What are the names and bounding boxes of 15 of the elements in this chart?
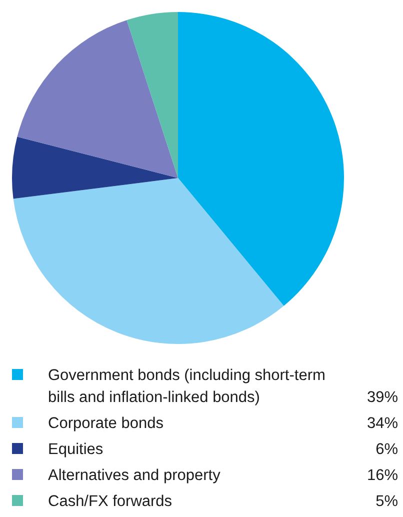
data-label: 16% xyxy=(366,467,398,484)
legend-label: Equities xyxy=(48,441,104,458)
legend-label: Cash/FX forwards xyxy=(48,493,172,510)
legend-label: Corporate bonds xyxy=(48,415,164,432)
data-label: 6% xyxy=(376,441,398,458)
legend-label: Government bonds (including short-term bills and inflation-linked bonds) xyxy=(48,367,326,406)
data-label: 5% xyxy=(376,493,398,510)
data-label: 34% xyxy=(366,415,398,432)
pie-slice xyxy=(13,178,284,344)
legend-label: Alternatives and property xyxy=(48,467,221,484)
pie-slice xyxy=(17,20,178,178)
data-label: 39% xyxy=(366,389,398,406)
pie-slice xyxy=(178,12,344,306)
pie-slice xyxy=(12,136,178,199)
pie-slice xyxy=(126,12,178,178)
